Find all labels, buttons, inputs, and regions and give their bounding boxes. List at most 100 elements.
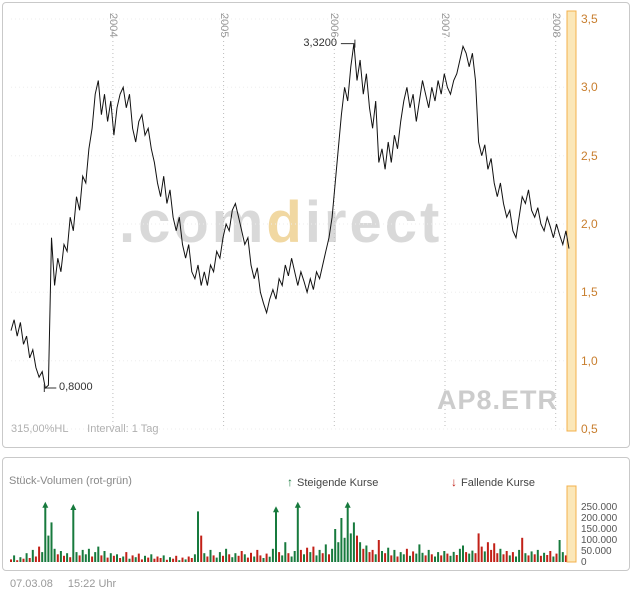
- volume-bar: [28, 558, 31, 562]
- volume-bar: [465, 552, 468, 562]
- volume-bar: [518, 549, 521, 562]
- volume-bar: [165, 559, 168, 562]
- volume-bar: [243, 554, 246, 562]
- volume-bar: [13, 555, 16, 562]
- volume-bar: [278, 552, 281, 562]
- volume-bar: [162, 555, 165, 562]
- volume-bar: [377, 540, 380, 562]
- volume-bar: [455, 555, 458, 562]
- volume-bar: [290, 556, 293, 562]
- volume-bar: [527, 555, 530, 562]
- volume-bar: [552, 556, 555, 562]
- price-axis-label: 1,5: [581, 285, 598, 299]
- volume-bar: [147, 557, 150, 562]
- volume-bar: [362, 548, 365, 562]
- volume-bar: [415, 553, 418, 562]
- volume-bar: [530, 551, 533, 562]
- volume-bar: [209, 549, 212, 562]
- volume-bar: [515, 556, 517, 562]
- volume-bar: [315, 555, 318, 562]
- volume-bar: [318, 549, 321, 562]
- volume-bar: [508, 555, 511, 562]
- volume-bar: [66, 553, 69, 562]
- legend-rising-label: Steigende Kurse: [297, 477, 379, 489]
- volume-chart-plot: [10, 485, 577, 563]
- volume-axis-label: 100.000: [581, 535, 618, 546]
- volume-bar: [334, 529, 337, 562]
- volume-bar: [381, 551, 383, 562]
- volume-bar: [511, 552, 514, 562]
- volume-bar: [271, 548, 274, 562]
- volume-bar: [250, 552, 252, 562]
- volume-bar: [41, 552, 44, 562]
- volume-spike-arrow: [344, 501, 351, 508]
- volume-bar: [275, 509, 277, 562]
- volume-bar: [59, 551, 62, 562]
- volume-bar: [536, 549, 539, 562]
- volume-bar: [452, 551, 455, 562]
- volume-bar: [349, 533, 352, 562]
- volume-bar: [477, 533, 480, 562]
- price-chart-plot: [10, 10, 577, 432]
- down-arrow-icon: ↓: [451, 475, 457, 489]
- volume-bar: [324, 544, 327, 562]
- volume-bar: [16, 560, 19, 562]
- volume-bar: [69, 557, 72, 562]
- volume-bar: [31, 549, 34, 562]
- volume-bar: [281, 555, 284, 562]
- volume-bar: [399, 552, 402, 562]
- volume-bar: [390, 555, 393, 562]
- legend-falling-label: Fallende Kurse: [461, 477, 535, 489]
- volume-bar: [200, 535, 203, 562]
- timestamp-row: 07.03.08 15:22 Uhr: [10, 578, 116, 590]
- volume-bar: [430, 554, 433, 562]
- price-line: [10, 43, 570, 389]
- volume-bar: [359, 542, 362, 562]
- volume-bar: [421, 552, 424, 562]
- volume-bar: [153, 558, 156, 562]
- interval-label: Intervall: 1 Tag: [87, 423, 159, 435]
- volume-bar: [140, 559, 143, 562]
- volume-bar: [443, 551, 446, 562]
- volume-bar: [384, 553, 387, 562]
- volume-bar: [337, 542, 340, 562]
- volume-bar: [371, 549, 374, 562]
- volume-bar: [368, 552, 371, 562]
- volume-bar: [490, 549, 493, 562]
- volume-axis-label: 50.000: [581, 546, 612, 557]
- volume-bar: [483, 551, 486, 562]
- volume-bar: [564, 555, 567, 562]
- instrument-symbol: AP8.ETR: [437, 385, 559, 415]
- volume-bar: [427, 549, 430, 562]
- volume-bar: [555, 553, 558, 562]
- volume-bar: [502, 554, 505, 562]
- volume-bar: [178, 560, 181, 562]
- volume-bar: [543, 552, 546, 562]
- volume-bar: [437, 552, 440, 562]
- volume-bar: [539, 555, 542, 562]
- price-axis-label: 3,5: [581, 12, 598, 26]
- volume-bar: [44, 504, 47, 562]
- volume-bar: [240, 551, 243, 562]
- volume-bar: [47, 535, 50, 562]
- volume-bar: [446, 553, 449, 562]
- volume-bar: [237, 555, 240, 562]
- volume-bar: [144, 555, 146, 562]
- volume-bar: [134, 557, 137, 562]
- volume-bar: [449, 555, 452, 562]
- volume-bar: [190, 558, 193, 562]
- price-axis-label: 0,5: [581, 422, 598, 436]
- volume-bar: [212, 555, 215, 562]
- volume-bar: [549, 551, 552, 562]
- volume-bar: [365, 545, 368, 562]
- volume-bar: [206, 556, 209, 562]
- volume-bar: [561, 552, 564, 562]
- volume-bar: [122, 556, 125, 562]
- volume-bar: [412, 551, 415, 562]
- volume-bar: [486, 542, 489, 562]
- volume-bar: [440, 555, 443, 562]
- volume-bar: [231, 557, 234, 562]
- volume-bar: [106, 557, 109, 562]
- volume-bar: [293, 551, 296, 562]
- date-label: 07.03.08: [10, 578, 53, 590]
